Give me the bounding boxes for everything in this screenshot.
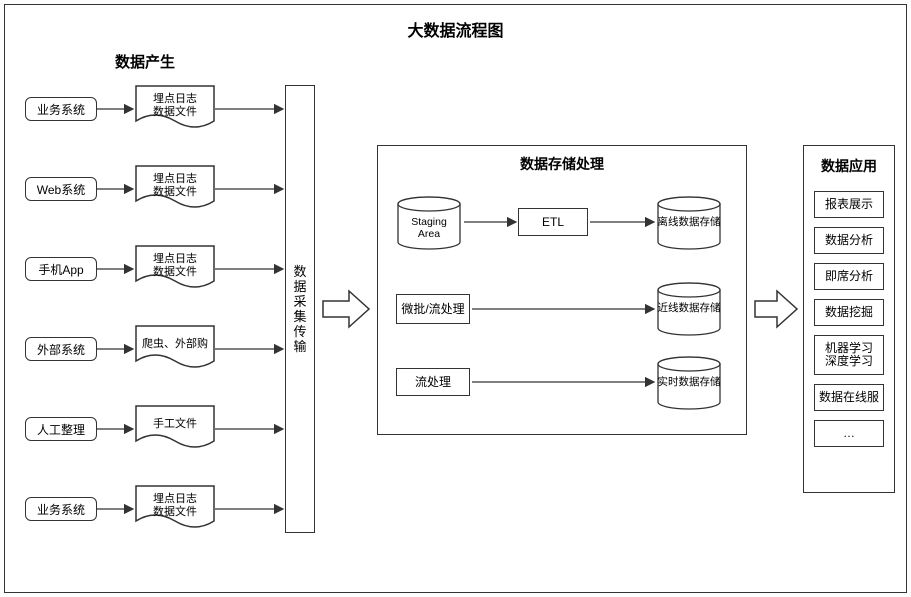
big-arrow-icon bbox=[321, 289, 371, 329]
app-item: 数据分析 bbox=[814, 227, 884, 254]
app-item: 数据在线服 bbox=[814, 384, 884, 411]
internal-arrows bbox=[378, 146, 748, 436]
app-item: 数据挖掘 bbox=[814, 299, 884, 326]
transport-box: 数据采集传输 bbox=[285, 85, 315, 533]
app-item: 即席分析 bbox=[814, 263, 884, 290]
diagram-canvas: 大数据流程图 数据产生 业务系统 Web系统 手机App 外部系统 人工整理 业… bbox=[4, 4, 907, 593]
apps-column: 数据应用 报表展示 数据分析 即席分析 数据挖掘 机器学习 深度学习 数据在线服… bbox=[803, 145, 895, 493]
app-item: … bbox=[814, 420, 884, 447]
storage-group: 数据存储处理 Staging Area ETL 离线数据存储 微批/流处理 近线… bbox=[377, 145, 747, 435]
big-arrow-icon bbox=[753, 289, 799, 329]
apps-title: 数据应用 bbox=[804, 146, 894, 182]
app-item: 报表展示 bbox=[814, 191, 884, 218]
app-item: 机器学习 深度学习 bbox=[814, 335, 884, 375]
transport-label: 数据采集传输 bbox=[293, 264, 307, 354]
